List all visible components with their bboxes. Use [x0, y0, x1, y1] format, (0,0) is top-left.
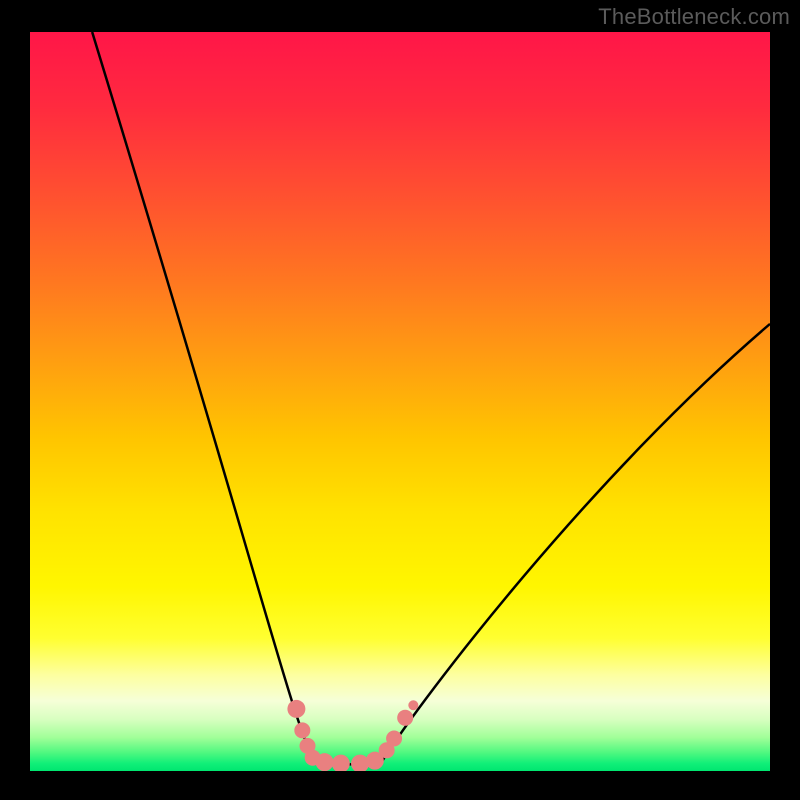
marker-point [332, 755, 350, 773]
marker-point [294, 722, 310, 738]
watermark-text: TheBottleneck.com [598, 4, 790, 30]
chart-svg [0, 0, 800, 800]
marker-point [397, 710, 413, 726]
chart-root: TheBottleneck.com [0, 0, 800, 800]
marker-point [316, 753, 334, 771]
marker-point [287, 700, 305, 718]
marker-point [408, 700, 418, 710]
marker-point [386, 730, 402, 746]
plot-background [30, 32, 770, 771]
